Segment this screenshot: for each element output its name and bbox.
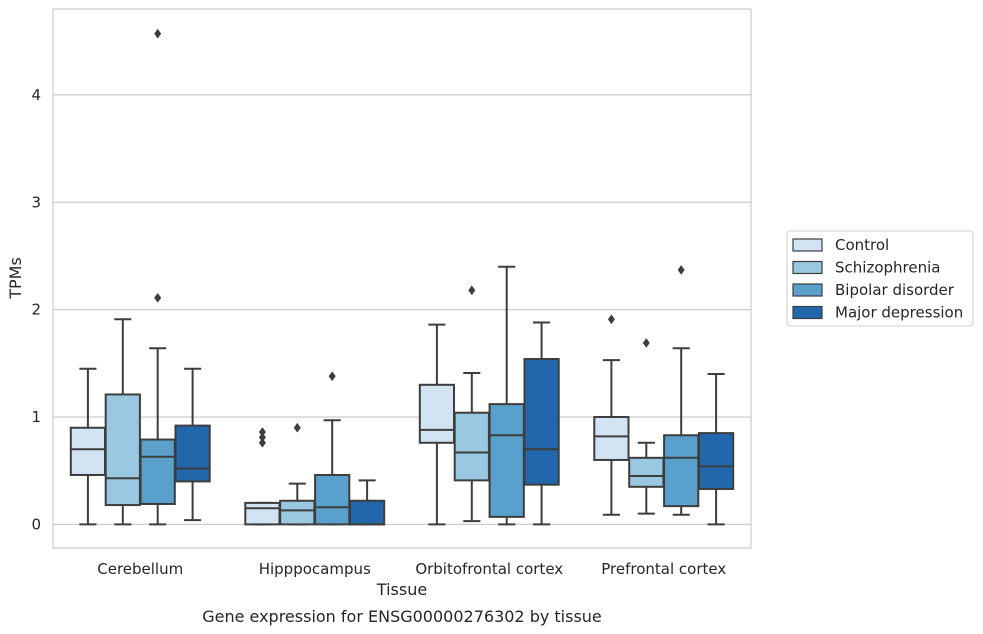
chart-caption: Gene expression for ENSG00000276302 by t… bbox=[202, 607, 602, 626]
outlier-point bbox=[258, 437, 266, 448]
iqr-box bbox=[348, 499, 386, 526]
x-tick-label: Cerebellum bbox=[97, 560, 183, 578]
legend-frame bbox=[786, 230, 974, 327]
iqr-box bbox=[663, 434, 700, 508]
box-major-depression bbox=[348, 479, 386, 526]
legend-swatch bbox=[792, 238, 823, 252]
x-ticks: Cerebellum Hipppocampus Orbitofrontal cort… bbox=[97, 560, 726, 578]
box-schizophrenia bbox=[104, 318, 141, 526]
y-ticks: 0 1 2 3 4 bbox=[31, 86, 41, 533]
box-control bbox=[69, 367, 107, 526]
outlier-point bbox=[154, 28, 162, 39]
box-schizophrenia bbox=[628, 337, 665, 515]
iqr-box bbox=[488, 403, 525, 518]
iqr-box bbox=[418, 383, 456, 444]
legend: Control Schizophrenia Bipolar disorder Majo… bbox=[786, 230, 974, 327]
iqr-box bbox=[697, 432, 735, 490]
box-major-depression bbox=[697, 373, 735, 526]
legend-label: Major depression bbox=[835, 304, 963, 322]
outlier-point bbox=[258, 427, 266, 437]
outlier-point bbox=[468, 285, 476, 296]
box-plots bbox=[69, 28, 735, 526]
outlier-point bbox=[154, 292, 162, 303]
outlier-point bbox=[328, 371, 336, 382]
box-bipolar-disorder bbox=[314, 371, 351, 526]
box-control bbox=[418, 323, 456, 526]
box-control bbox=[244, 427, 281, 526]
legend-swatch bbox=[792, 260, 823, 275]
y-tick-label: 1 bbox=[31, 408, 41, 426]
grid-lines bbox=[53, 94, 751, 526]
x-tick-label: Orbitofrontal cortex bbox=[415, 560, 563, 578]
x-tick-label: Prefrontal cortex bbox=[601, 560, 726, 578]
iqr-box bbox=[314, 473, 351, 526]
iqr-box bbox=[244, 501, 281, 526]
y-tick-label: 0 bbox=[31, 515, 41, 533]
outlier-point bbox=[642, 337, 650, 348]
x-axis-label: Tissue bbox=[376, 580, 427, 599]
outlier-point bbox=[607, 314, 615, 325]
box-bipolar-disorder bbox=[139, 28, 176, 526]
iqr-box bbox=[593, 416, 630, 461]
plot-frame bbox=[52, 8, 752, 549]
legend-label: Control bbox=[835, 236, 889, 254]
iqr-box bbox=[453, 411, 490, 482]
box-major-depression bbox=[174, 367, 211, 522]
y-tick-label: 3 bbox=[31, 193, 41, 211]
iqr-box bbox=[523, 358, 560, 486]
y-tick-label: 4 bbox=[31, 86, 41, 104]
iqr-box bbox=[279, 499, 316, 526]
box-bipolar-disorder bbox=[488, 265, 525, 526]
box-schizophrenia bbox=[279, 422, 316, 526]
iqr-box bbox=[139, 438, 176, 505]
box-control bbox=[593, 314, 630, 516]
outlier-point bbox=[293, 422, 301, 433]
iqr-box bbox=[69, 426, 107, 476]
box-schizophrenia bbox=[453, 285, 490, 523]
iqr-box bbox=[104, 393, 141, 507]
iqr-box bbox=[628, 456, 665, 488]
y-axis-label: TPMs bbox=[6, 257, 25, 300]
legend-label: Bipolar disorder bbox=[835, 281, 955, 299]
legend-label: Schizophrenia bbox=[835, 259, 940, 277]
iqr-box bbox=[174, 424, 211, 483]
box-bipolar-disorder bbox=[663, 264, 700, 516]
legend-swatch bbox=[792, 283, 823, 297]
y-tick-label: 2 bbox=[31, 301, 41, 319]
x-tick-label: Hipppocampus bbox=[259, 560, 371, 578]
box-major-depression bbox=[523, 321, 560, 526]
outlier-point bbox=[677, 264, 685, 275]
outlier-point bbox=[258, 432, 266, 443]
legend-swatch bbox=[792, 305, 823, 320]
